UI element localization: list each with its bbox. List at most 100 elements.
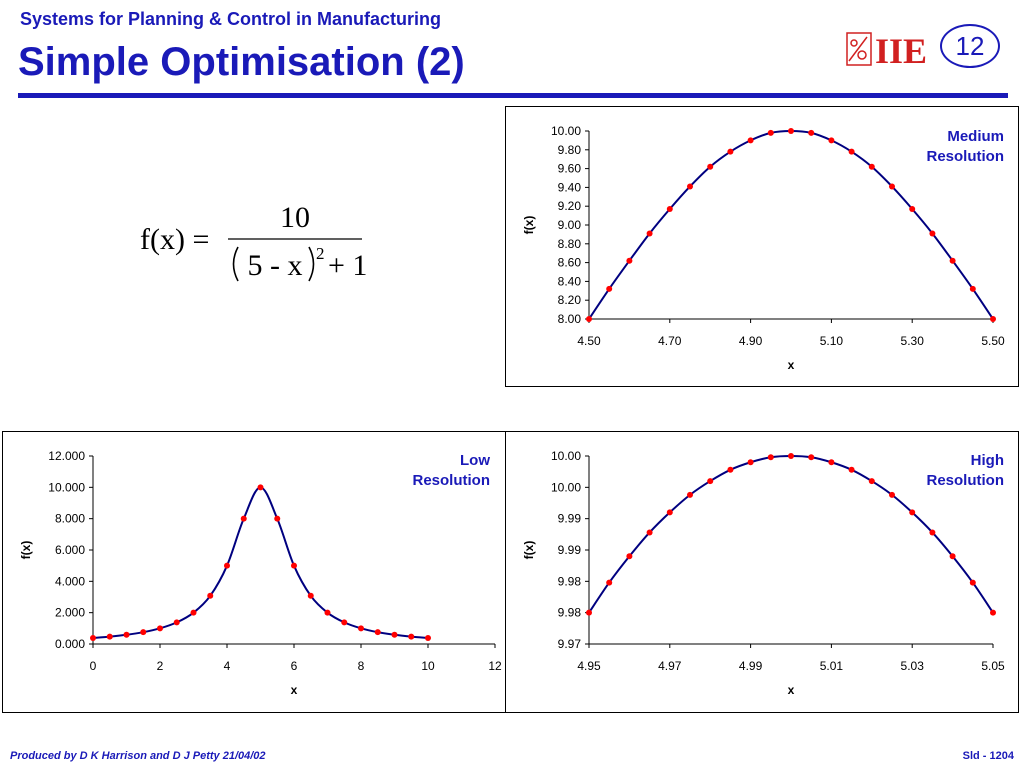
high-y-tick-label: 10.00	[551, 449, 581, 463]
high-data-point	[646, 529, 653, 536]
low-data-point	[123, 631, 130, 638]
low-data-point	[374, 629, 381, 636]
high-data-point	[727, 466, 734, 473]
high-x-tick-label: 5.01	[820, 659, 844, 673]
medium-data-point	[586, 316, 592, 322]
medium-x-tick-label: 5.30	[901, 334, 925, 348]
medium-data-point	[949, 257, 956, 264]
medium-y-tick-label: 9.40	[558, 180, 582, 194]
high-y-tick-label: 9.98	[558, 574, 582, 588]
high-data-point	[767, 454, 774, 461]
medium-y-tick-label: 9.80	[558, 143, 582, 157]
low-resolution-label: Resolution	[413, 472, 491, 489]
high-data-point	[889, 491, 895, 498]
high-data-point	[687, 491, 693, 498]
medium-data-point	[747, 137, 754, 144]
low-y-tick-label: 2.000	[55, 606, 85, 620]
medium-x-tick-label: 5.50	[981, 334, 1005, 348]
low-x-tick-label: 10	[421, 659, 435, 673]
high-resolution-chart: 9.97 9.98 9.98 9.99 9.99 10.00 10.00 4.95 4.97 4.…	[505, 431, 1019, 713]
medium-y-tick-label: 8.60	[558, 256, 582, 270]
high-data-point	[909, 509, 916, 516]
medium-resolution-label: Resolution	[927, 148, 1005, 165]
iie-logo: IIE	[845, 31, 933, 67]
low-resolution-chart: 0.000 2.000 4.000 6.000 8.000 10.000 12.000 0 2 4…	[2, 431, 506, 713]
low-x-tick-label: 4	[224, 659, 231, 673]
medium-x-tick-label: 4.90	[739, 334, 763, 348]
medium-resolution-label: Medium	[947, 128, 1004, 145]
low-data-point	[341, 619, 348, 626]
high-data-point	[848, 466, 855, 473]
low-data-point	[291, 562, 297, 569]
medium-y-tick-label: 8.80	[558, 237, 582, 251]
formula: f(x) = 10 5 - x 2 + 1	[140, 201, 367, 282]
medium-data-point	[687, 183, 693, 190]
title-underline	[18, 93, 1008, 98]
high-data-point	[969, 579, 976, 586]
medium-y-tick-label: 8.00	[558, 312, 582, 326]
high-data-point	[788, 453, 794, 459]
high-data-point	[707, 478, 714, 485]
high-x-tick-label: 4.95	[577, 659, 601, 673]
medium-chart-svg: 8.00 8.20 8.40 8.60 8.80 9.00 9.20 9.40 9.60 9.80…	[522, 124, 1005, 372]
medium-x-tick-label: 4.70	[658, 334, 682, 348]
low-data-point	[90, 634, 96, 641]
high-x-tick-label: 5.03	[901, 659, 925, 673]
medium-y-tick-label: 9.60	[558, 162, 582, 176]
high-x-tick-label: 4.99	[739, 659, 763, 673]
footer-slide-id: Sld - 1204	[962, 750, 1014, 762]
slide-title: Simple Optimisation (2)	[18, 40, 465, 84]
medium-data-point	[606, 285, 613, 292]
formula-exponent: 2	[316, 244, 325, 263]
low-x-tick-label: 2	[157, 659, 164, 673]
medium-y-tick-label: 8.20	[558, 293, 582, 307]
medium-data-point	[626, 257, 633, 264]
high-y-axis-label: f(x)	[522, 541, 536, 560]
medium-data-point	[969, 285, 976, 292]
low-data-point	[274, 515, 281, 522]
high-y-tick-label: 9.99	[558, 512, 582, 526]
medium-data-point	[929, 230, 936, 237]
high-data-point	[949, 553, 956, 560]
medium-data-point	[868, 163, 875, 170]
high-chart-svg: 9.97 9.98 9.98 9.99 9.99 10.00 10.00 4.95 4.97 4.…	[522, 449, 1005, 697]
low-y-tick-label: 8.000	[55, 512, 85, 526]
high-data-point	[990, 609, 996, 616]
medium-data-point	[707, 163, 714, 170]
medium-data-point	[990, 316, 996, 322]
high-data-point	[626, 553, 633, 560]
medium-data-point	[828, 137, 835, 144]
high-resolution-label: High	[971, 452, 1004, 469]
low-x-tick-label: 12	[488, 659, 502, 673]
high-y-tick-label: 9.99	[558, 543, 582, 557]
medium-x-axis-label: x	[788, 358, 795, 372]
right-paren	[308, 246, 315, 282]
low-y-tick-label: 12.000	[48, 449, 85, 463]
low-data-point	[207, 592, 214, 599]
medium-data-point	[848, 148, 855, 155]
low-data-point	[190, 609, 197, 616]
low-data-point	[157, 625, 163, 632]
high-x-tick-label: 5.05	[981, 659, 1005, 673]
low-x-tick-label: 0	[90, 659, 97, 673]
high-y-tick-label: 9.97	[558, 637, 582, 651]
medium-y-tick-label: 10.00	[551, 124, 581, 138]
low-x-tick-label: 6	[291, 659, 298, 673]
low-data-point	[324, 609, 331, 616]
medium-data-point	[646, 230, 653, 237]
low-data-point	[106, 633, 113, 640]
low-data-point	[307, 592, 314, 599]
medium-data-point	[788, 128, 794, 134]
medium-data-point	[808, 129, 815, 136]
high-y-tick-label: 9.98	[558, 606, 582, 620]
formula-numerator: 10	[280, 201, 310, 234]
low-x-axis-label: x	[291, 683, 298, 697]
high-data-point	[828, 459, 835, 466]
slide-subtitle: Systems for Planning & Control in Manufa…	[20, 9, 442, 29]
high-data-point	[747, 459, 754, 466]
low-data-point	[408, 633, 415, 640]
high-x-axis-label: x	[788, 683, 795, 697]
low-data-point	[140, 629, 147, 636]
medium-data-point	[767, 129, 774, 136]
low-y-tick-label: 6.000	[55, 543, 85, 557]
